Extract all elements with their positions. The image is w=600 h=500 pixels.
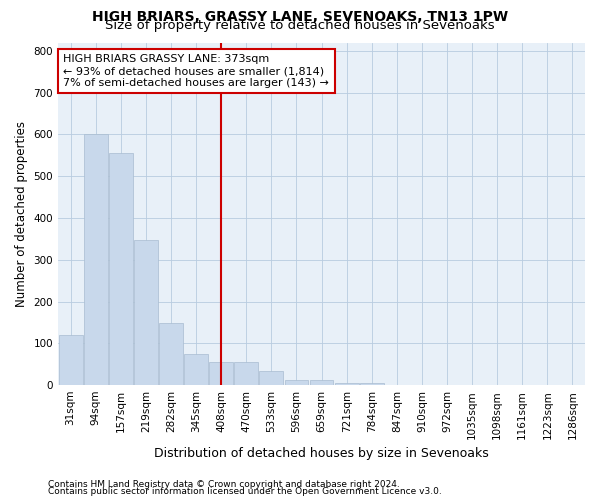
Bar bbox=[310, 380, 334, 385]
Text: HIGH BRIARS GRASSY LANE: 373sqm
← 93% of detached houses are smaller (1,814)
7% : HIGH BRIARS GRASSY LANE: 373sqm ← 93% of… bbox=[64, 54, 329, 88]
Bar bbox=[259, 372, 283, 385]
Bar bbox=[59, 335, 83, 385]
Bar bbox=[159, 323, 183, 385]
Text: HIGH BRIARS, GRASSY LANE, SEVENOAKS, TN13 1PW: HIGH BRIARS, GRASSY LANE, SEVENOAKS, TN1… bbox=[92, 10, 508, 24]
Bar bbox=[284, 380, 308, 385]
Bar bbox=[184, 354, 208, 385]
Bar bbox=[209, 362, 233, 385]
Bar bbox=[134, 240, 158, 385]
Bar bbox=[235, 362, 258, 385]
Text: Contains HM Land Registry data © Crown copyright and database right 2024.: Contains HM Land Registry data © Crown c… bbox=[48, 480, 400, 489]
Text: Contains public sector information licensed under the Open Government Licence v3: Contains public sector information licen… bbox=[48, 487, 442, 496]
Text: Size of property relative to detached houses in Sevenoaks: Size of property relative to detached ho… bbox=[105, 19, 495, 32]
Bar bbox=[109, 153, 133, 385]
Bar bbox=[335, 383, 359, 385]
Bar bbox=[360, 383, 383, 385]
X-axis label: Distribution of detached houses by size in Sevenoaks: Distribution of detached houses by size … bbox=[154, 447, 489, 460]
Y-axis label: Number of detached properties: Number of detached properties bbox=[15, 121, 28, 307]
Bar bbox=[84, 134, 107, 385]
